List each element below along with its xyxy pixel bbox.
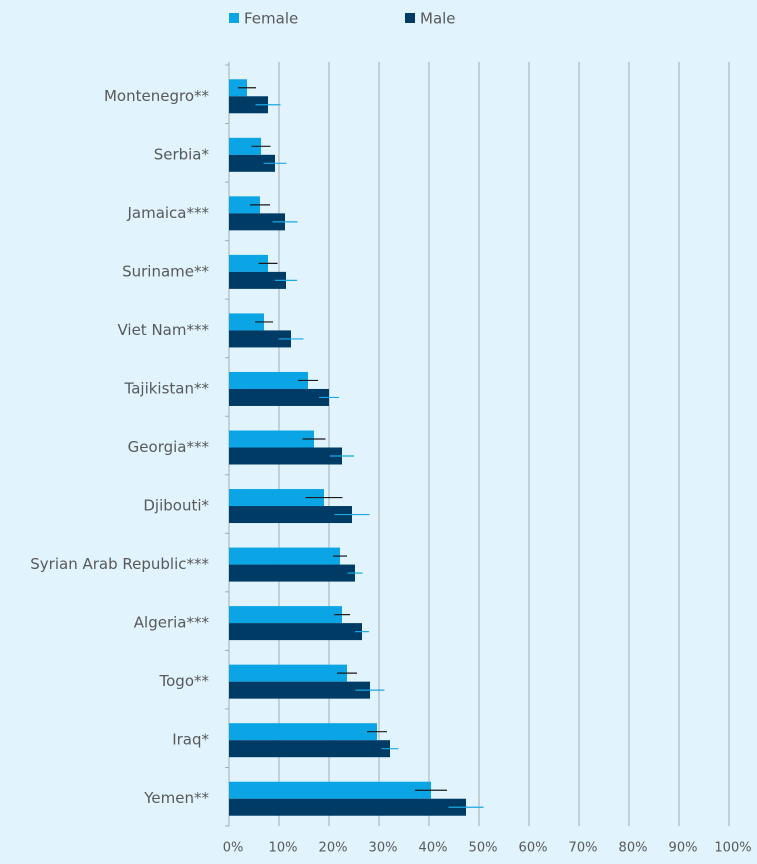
- bar: [229, 371, 308, 389]
- x-tick-label: 40%: [419, 841, 448, 856]
- y-tick-label: Algeria***: [134, 614, 210, 632]
- y-tick-label: Serbia*: [154, 145, 210, 163]
- bar: [229, 723, 377, 741]
- y-tick-label: Djibouti*: [143, 497, 209, 515]
- bar: [229, 798, 466, 816]
- y-tick-label: Montenegro**: [104, 87, 210, 105]
- bar: [229, 506, 352, 524]
- bar: [229, 154, 275, 172]
- x-tick-label: 100%: [714, 841, 751, 856]
- y-tick-label: Iraq*: [172, 731, 209, 749]
- bar: [229, 330, 291, 348]
- x-tick-label: 80%: [619, 841, 648, 856]
- legend-swatch: [229, 13, 239, 23]
- bar: [229, 313, 264, 331]
- bar: [229, 254, 268, 272]
- x-tick-label: 50%: [469, 841, 498, 856]
- bar: [229, 388, 329, 406]
- bar: [229, 430, 314, 448]
- bar: [229, 489, 324, 507]
- bar: [229, 547, 340, 565]
- bar: [229, 781, 431, 799]
- bar: [229, 606, 342, 624]
- y-tick-label: Viet Nam***: [117, 321, 209, 339]
- bar: [229, 564, 355, 582]
- bar: [229, 196, 260, 214]
- bar: [229, 96, 268, 114]
- y-tick-label: Jamaica***: [126, 204, 209, 222]
- legend-label: Female: [244, 10, 298, 28]
- legend-label: Male: [420, 10, 456, 28]
- bar: [229, 137, 261, 155]
- x-tick-label: 10%: [269, 841, 298, 856]
- y-tick-label: Yemen**: [143, 789, 209, 807]
- bar: [229, 740, 390, 758]
- legend-swatch: [405, 13, 415, 23]
- y-tick-label: Togo**: [159, 672, 210, 690]
- x-tick-label: 70%: [569, 841, 598, 856]
- bar: [229, 664, 347, 682]
- y-tick-label: Georgia***: [128, 438, 210, 456]
- x-tick-label: 0%: [223, 841, 244, 856]
- bar: [229, 213, 285, 231]
- x-tick-label: 30%: [369, 841, 398, 856]
- y-tick-label: Syrian Arab Republic***: [30, 555, 209, 573]
- x-tick-label: 90%: [669, 841, 698, 856]
- bar: [229, 447, 342, 465]
- y-tick-label: Tajikistan**: [124, 379, 210, 397]
- bar: [229, 271, 286, 289]
- x-tick-label: 20%: [319, 841, 348, 856]
- y-tick-label: Suriname**: [122, 262, 209, 280]
- x-tick-label: 60%: [519, 841, 548, 856]
- bar: [229, 623, 362, 641]
- bar: [229, 681, 370, 699]
